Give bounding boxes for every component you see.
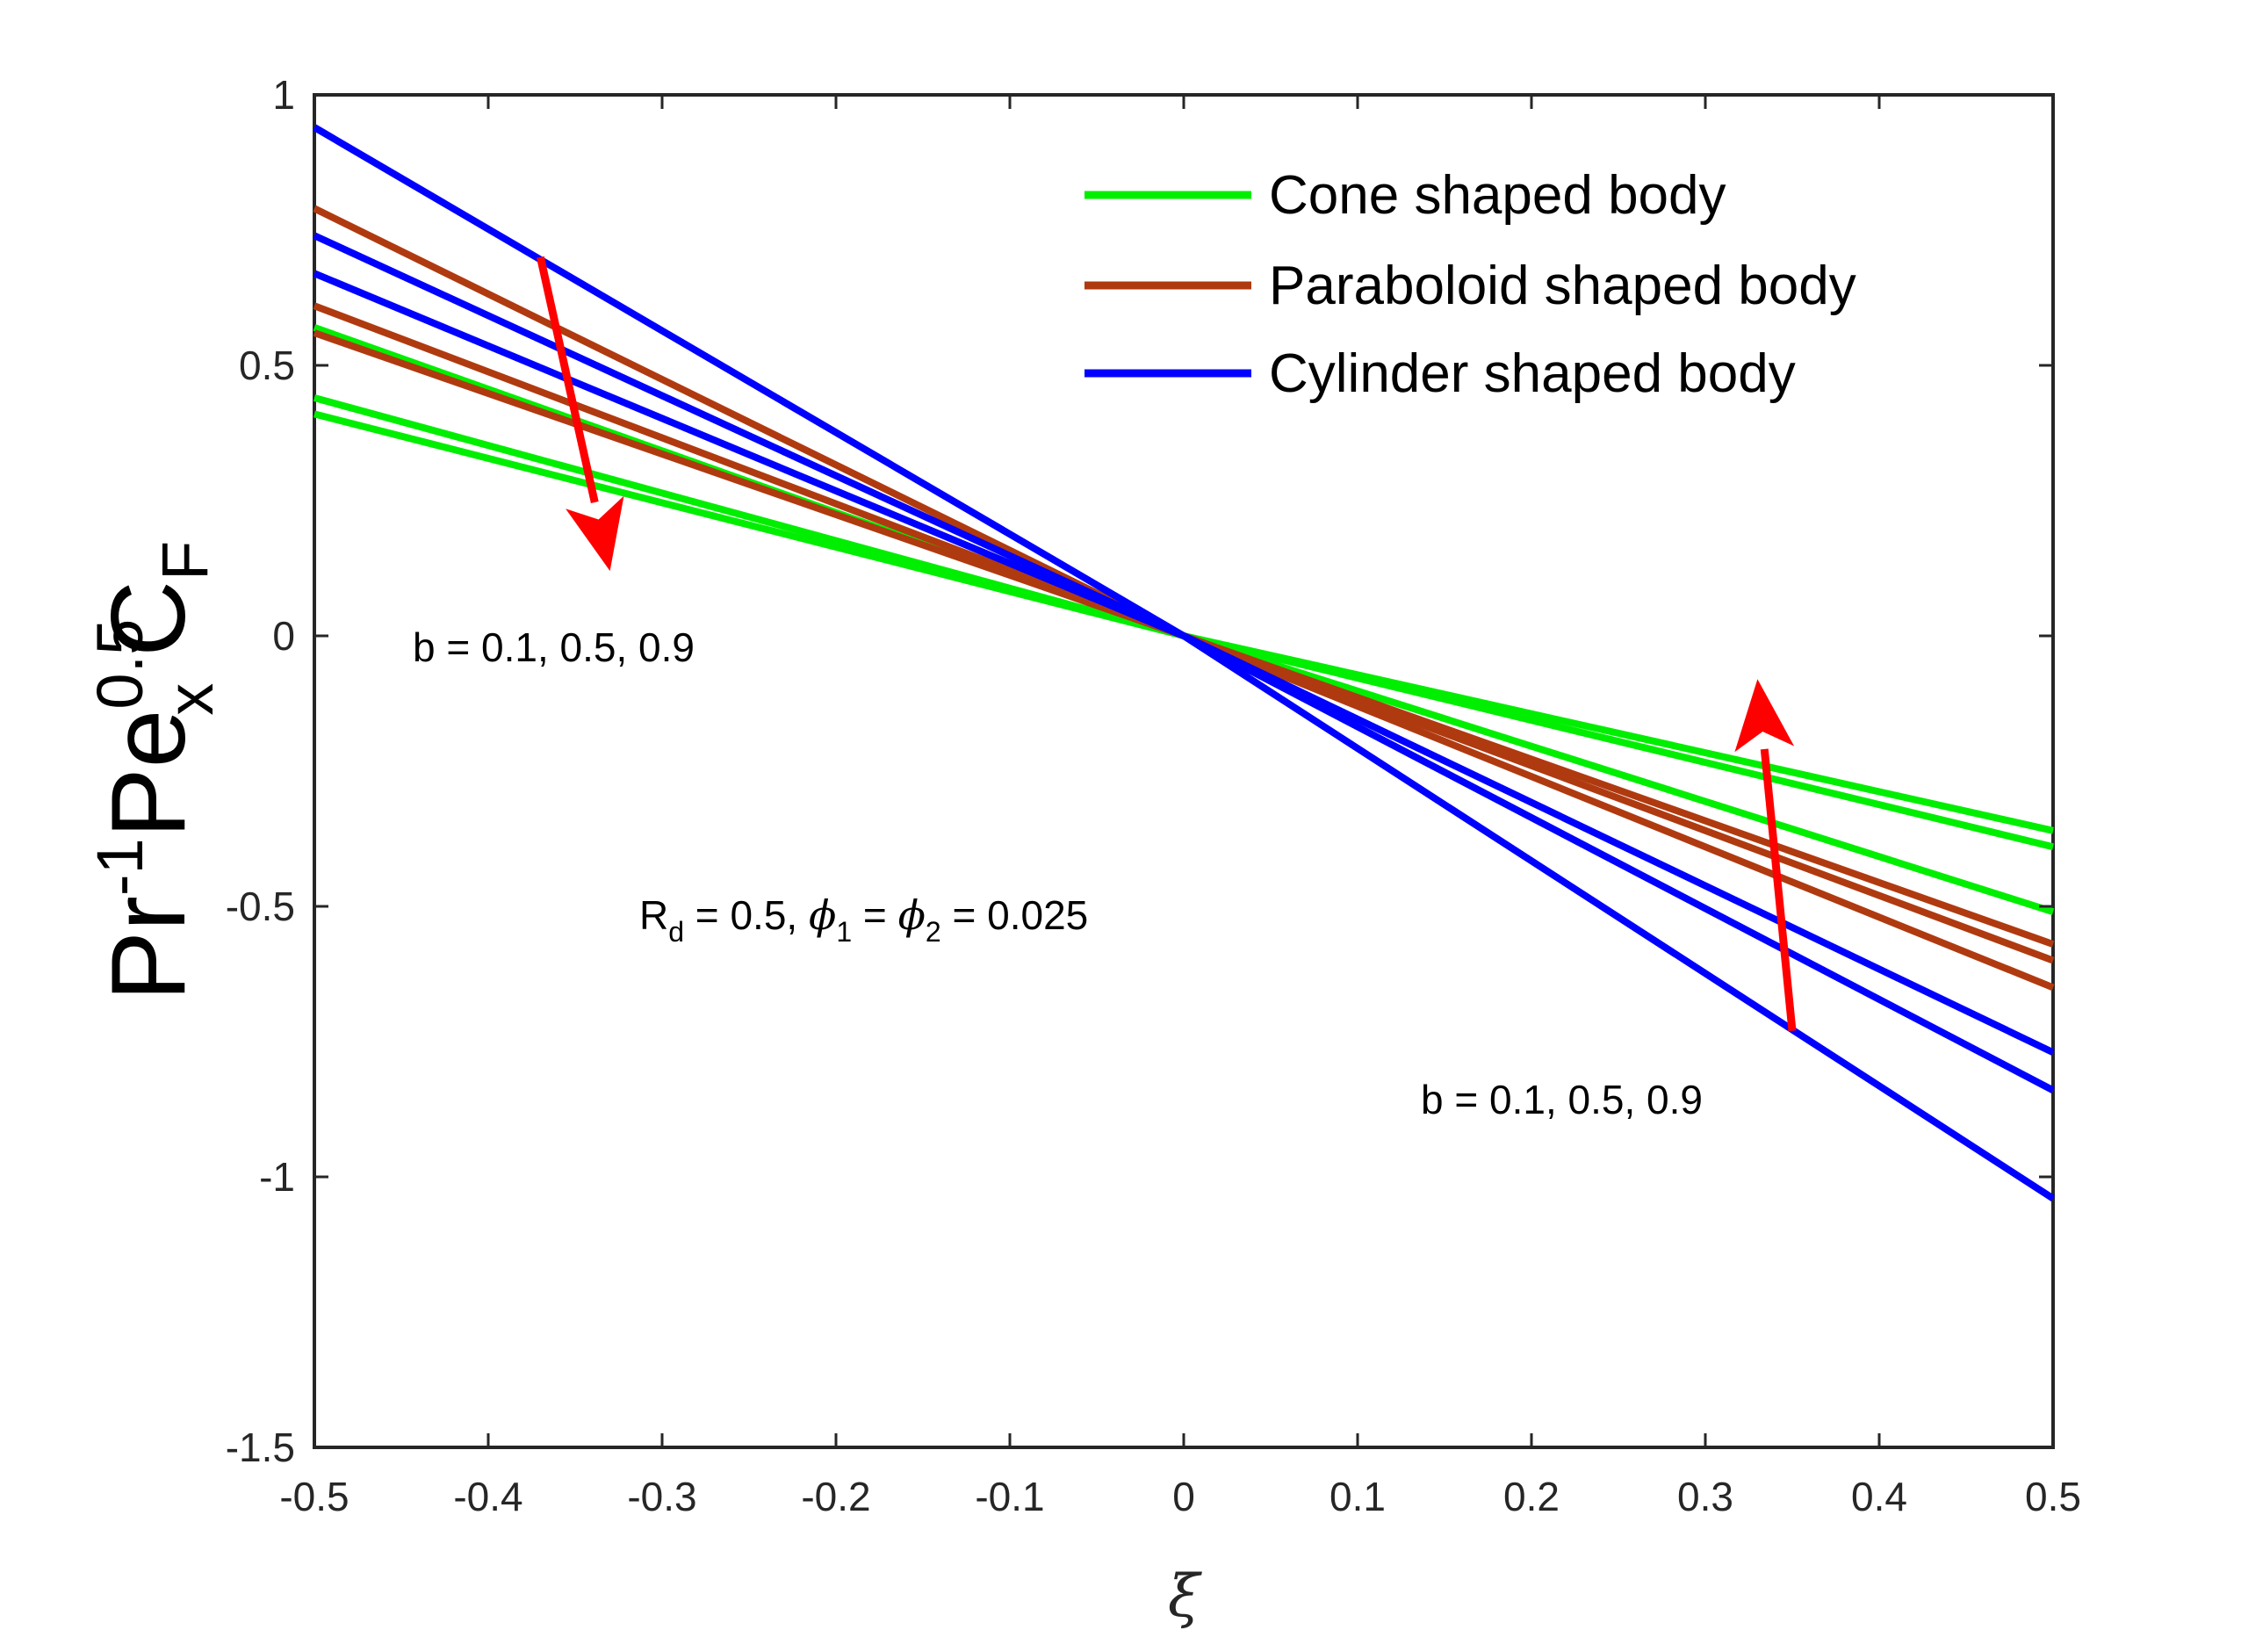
y-tick-label: -1.5 — [226, 1425, 295, 1470]
annotation-b-left: b = 0.1, 0.5, 0.9 — [413, 624, 695, 670]
y-tick-label: -0.5 — [226, 884, 295, 929]
x-tick-label: -0.2 — [801, 1474, 870, 1519]
legend-label-cylinder: Cylinder shaped body — [1269, 343, 1796, 404]
x-tick-label: 0.3 — [1677, 1474, 1733, 1519]
x-tick-label: 0.1 — [1329, 1474, 1386, 1519]
y-tick-label: 0.5 — [239, 343, 295, 388]
arrow-head-1 — [1734, 679, 1795, 753]
arrow-shaft-1 — [1760, 748, 1797, 1032]
x-tick-label: 0.5 — [2025, 1474, 2081, 1519]
y-tick-label: -1 — [259, 1154, 295, 1200]
y-axis-label: Pr-1Pe0.5xCF — [83, 541, 227, 1001]
series-layer — [312, 124, 2056, 1201]
x-tick-label: -0.1 — [975, 1474, 1044, 1519]
tick-layer: -0.5 -0.4 -0.3 -0.2 -0.1 0 0.1 0.2 0.3 0.4 0.5 -1.5… — [226, 72, 2081, 1519]
x-tick-label: -0.5 — [279, 1474, 349, 1519]
x-tick-label: 0 — [1172, 1474, 1195, 1519]
legend: Cone shaped body Paraboloid shaped body … — [1084, 165, 1856, 404]
x-tick-label: -0.3 — [627, 1474, 696, 1519]
x-tick-label: 0.2 — [1503, 1474, 1560, 1519]
y-tick-label: 1 — [272, 72, 295, 118]
arrow-shaft-0 — [537, 256, 599, 503]
series-line-cylinder-8 — [313, 270, 2055, 1056]
x-tick-label: -0.4 — [453, 1474, 522, 1519]
arrow-head-0 — [566, 495, 624, 572]
annotation-params: Rd = 0.5, ϕ1 = ϕ2 = 0.025 — [639, 891, 1088, 948]
legend-label-cone: Cone shaped body — [1269, 165, 1726, 226]
x-axis-label: ξ — [1168, 1562, 1203, 1630]
x-tick-label: 0.4 — [1851, 1474, 1907, 1519]
annotation-b-right: b = 0.1, 0.5, 0.9 — [1421, 1077, 1703, 1122]
arrow-layer — [537, 256, 1797, 1032]
y-tick-label: 0 — [272, 613, 295, 659]
legend-label-paraboloid: Paraboloid shaped body — [1269, 256, 1856, 316]
